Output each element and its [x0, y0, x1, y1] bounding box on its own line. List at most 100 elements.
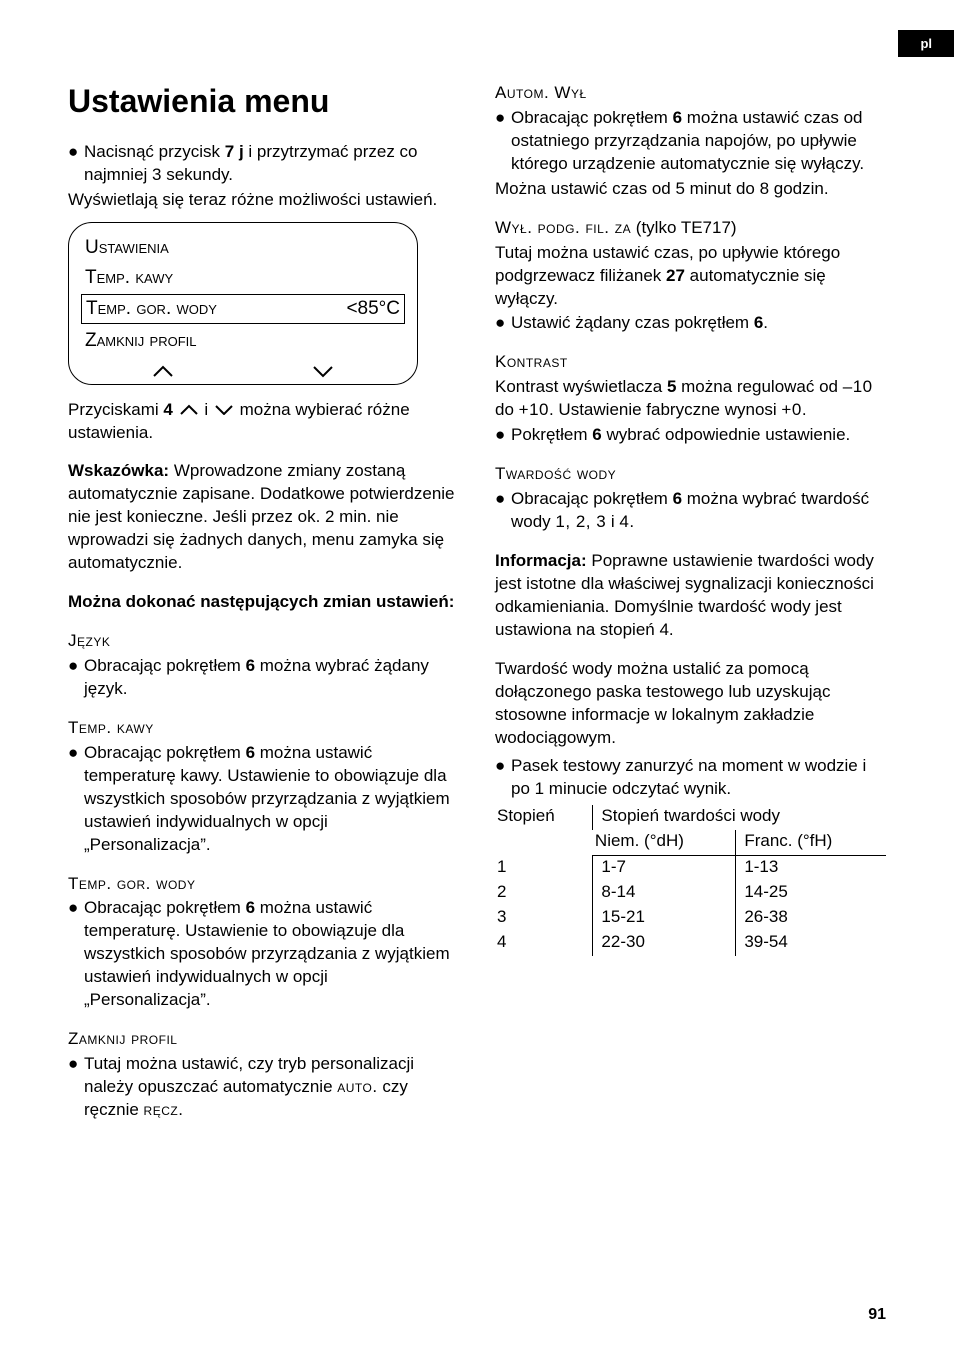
th-stw: Stopień twardości wody: [593, 805, 886, 830]
ref-5: 5: [667, 377, 676, 396]
bullet-wyl: ● Ustawić żądany czas pokrętłem 6.: [495, 312, 886, 335]
cell: 2: [495, 881, 593, 906]
ref-6: 6: [754, 313, 763, 332]
bullet-press-7: ● Nacisnąć przycisk 7 j i przytrzymać pr…: [68, 141, 459, 187]
panel-l3b: <85°C: [346, 296, 400, 322]
panel-l2: Temp. kawy: [83, 263, 403, 293]
bullet-dot: ●: [68, 1053, 84, 1122]
p-wyl: Tutaj można ustawić czas, po upływie któ…: [495, 242, 886, 311]
bullet-autom: ● Obracając pokrętłem 6 można ustawić cz…: [495, 107, 886, 176]
bullet-jezyk: ● Obracając pokrętłem 6 można wybrać żąd…: [68, 655, 459, 701]
panel-arrows: [83, 364, 403, 378]
frag: .: [802, 400, 807, 419]
right-column: Autom. Wył ● Obracając pokrętłem 6 można…: [495, 80, 886, 1124]
left-column: Ustawienia menu ● Nacisnąć przycisk 7 j …: [68, 80, 459, 1124]
frag: Obracając pokrętłem: [511, 489, 673, 508]
frag: . Ustawienie fabryczne wynosi: [549, 400, 781, 419]
p-display-opts: Wyświetlają się teraz różne możliwości u…: [68, 189, 459, 212]
bullet-text: Nacisnąć przycisk 7 j i przytrzymać prze…: [84, 141, 459, 187]
hint: Wskazówka: Wprowadzone zmiany zostaną au…: [68, 460, 459, 575]
bullet-dot: ●: [68, 897, 84, 1012]
cell: 1-13: [736, 856, 886, 881]
table-row: 1 1-7 1-13: [495, 856, 886, 881]
table-row: 2 8-14 14-25: [495, 881, 886, 906]
cell: 1-7: [593, 856, 736, 881]
info: Informacja: Poprawne ustawienie twardośc…: [495, 550, 886, 642]
cell: 3: [495, 906, 593, 931]
panel-l1: Ustawienia: [83, 233, 403, 263]
bullet-dot: ●: [68, 742, 84, 857]
cell: 14-25: [736, 881, 886, 906]
info-label: Informacja:: [495, 551, 587, 570]
frag: .: [629, 512, 634, 531]
chevron-down-icon: [312, 364, 334, 378]
frag: Kontrast wyświetlacza: [495, 377, 667, 396]
bullet-dot: ●: [495, 107, 511, 176]
cell: 15-21: [593, 906, 736, 931]
frag: można regulować od: [676, 377, 842, 396]
chevron-down-icon: [215, 404, 233, 415]
bullet-text: Obracając pokrętłem 6 można ustawić czas…: [511, 107, 886, 176]
p-keys-4: Przyciskami 4 i można wybierać różne ust…: [68, 399, 459, 445]
frag: Ustawić żądany czas pokrętłem: [511, 313, 754, 332]
cell: 39-54: [736, 931, 886, 956]
p-kontrast: Kontrast wyświetlacza 5 można regulować …: [495, 376, 886, 422]
cell: 26-38: [736, 906, 886, 931]
bullet-dot: ●: [495, 755, 511, 801]
bullet-temp-wody: ● Obracając pokrętłem 6 można ustawić te…: [68, 897, 459, 1012]
p-test: Twardość wody można ustalić za pomocą do…: [495, 658, 886, 750]
page-title: Ustawienia menu: [68, 80, 459, 123]
hardness-table: Stopień Stopień twardości wody Niem. (°d…: [495, 805, 886, 956]
table-row: 4 22-30 39-54: [495, 931, 886, 956]
val-pos10: +10: [519, 400, 549, 419]
val-pos0: +0: [781, 400, 801, 419]
p-autom-range: Można ustawić czas od 5 minut do 8 godzi…: [495, 178, 886, 201]
section-temp-kawy: Temp. kawy: [68, 717, 459, 740]
bullet-text: Obracając pokrętłem 6 można wybrać żądan…: [84, 655, 459, 701]
bullet-text: Ustawić żądany czas pokrętłem 6.: [511, 312, 886, 335]
chevron-up-icon: [180, 404, 198, 415]
bullet-temp-kawy: ● Obracając pokrętłem 6 można ustawić te…: [68, 742, 459, 857]
cell: 8-14: [593, 881, 736, 906]
p-changes: Można dokonać następujących zmian ustawi…: [68, 591, 459, 614]
key-4: 4: [163, 400, 172, 419]
section-twardosc: Twardość wody: [495, 463, 886, 486]
bullet-kontrast: ● Pokrętłem 6 wybrać odpowiednie ustawie…: [495, 424, 886, 447]
frag: (tylko TE717): [631, 218, 737, 237]
cell: 22-30: [593, 931, 736, 956]
frag: Wył. podg. fil. za: [495, 218, 631, 237]
bullet-text: Obracając pokrętłem 6 można ustawić temp…: [84, 897, 459, 1012]
two-column-layout: Ustawienia menu ● Nacisnąć przycisk 7 j …: [68, 80, 886, 1124]
frag: Przyciskami: [68, 400, 163, 419]
frag: do: [495, 400, 519, 419]
key-7: 7: [225, 142, 234, 161]
section-kontrast: Kontrast: [495, 351, 886, 374]
vals-123: 1, 2, 3: [555, 512, 606, 531]
val-neg10: –10: [843, 377, 873, 396]
display-panel: Ustawienia Temp. kawy Temp. gor. wody <8…: [68, 222, 418, 385]
zprofil-auto: auto.: [337, 1077, 377, 1096]
bullet-text: Pokrętłem 6 wybrać odpowiednie ustawieni…: [511, 424, 886, 447]
ref-6: 6: [673, 489, 682, 508]
panel-l3-selected: Temp. gor. wody <85°C: [81, 294, 405, 324]
bullet-dot: ●: [68, 655, 84, 701]
th-niem: Niem. (°dH): [593, 830, 736, 855]
bullet-dot: ●: [495, 312, 511, 335]
table-row: Stopień Stopień twardości wody: [495, 805, 886, 830]
section-jezyk: Język: [68, 630, 459, 653]
th-franc: Franc. (°fH): [736, 830, 886, 855]
language-tab: pl: [898, 30, 954, 57]
section-wyl-podg: Wył. podg. fil. za (tylko TE717): [495, 217, 886, 240]
cell: 1: [495, 856, 593, 881]
bullet-zprofil: ● Tutaj można ustawić, czy tryb personal…: [68, 1053, 459, 1122]
chevron-up-icon: [152, 364, 174, 378]
section-temp-wody: Temp. gor. wody: [68, 873, 459, 896]
p-changes-b: Można dokonać następujących zmian ustawi…: [68, 592, 454, 611]
bullet-dot: ●: [495, 488, 511, 534]
zprofil-recz: ręcz.: [144, 1100, 184, 1119]
th-stopien: Stopień: [495, 805, 593, 855]
section-autom-wyl: Autom. Wył: [495, 82, 886, 105]
bullet-test: ● Pasek testowy zanurzyć na moment w wod…: [495, 755, 886, 801]
hint-label: Wskazówka:: [68, 461, 169, 480]
section-zprofil: Zamknij profil: [68, 1028, 459, 1051]
